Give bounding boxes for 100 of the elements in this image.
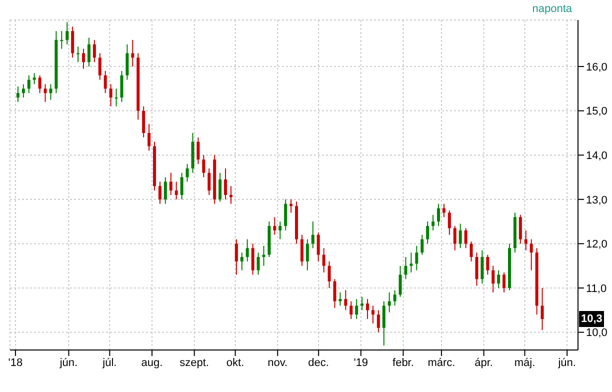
x-tick-label: júl. <box>102 356 117 369</box>
candlestick <box>486 254 490 276</box>
candlestick <box>87 37 90 68</box>
x-tick-label: okt. <box>226 356 244 369</box>
candlestick <box>49 84 52 100</box>
candlestick <box>218 172 222 202</box>
x-tick-label: '18 <box>8 356 23 369</box>
candlestick <box>208 168 211 196</box>
candlestick <box>92 39 96 63</box>
candlestick <box>273 216 276 236</box>
candlestick <box>186 163 189 182</box>
candlestick <box>202 154 206 178</box>
candlestick <box>316 232 320 262</box>
candlestick <box>158 181 162 204</box>
candlestick <box>530 238 533 271</box>
candlestick <box>382 300 386 346</box>
candlestick <box>420 234 424 256</box>
candlestick <box>306 238 309 271</box>
x-tick-label: nov. <box>268 356 288 369</box>
candlestick <box>114 88 118 107</box>
candlestick <box>432 214 435 231</box>
annotation: 10,3 <box>579 310 604 327</box>
x-tick-label: jún. <box>557 356 576 369</box>
x-tick-label: jún. <box>58 356 78 369</box>
candlestick <box>344 290 348 311</box>
x-tick-label: dec. <box>308 356 329 369</box>
y-tick-label: 11,0 <box>586 282 607 295</box>
candlestick <box>393 290 396 306</box>
text: naponta <box>532 3 572 15</box>
candlestick <box>251 243 254 276</box>
x-tick-label: márc. <box>428 356 456 369</box>
candlestick <box>464 228 468 249</box>
candlestick <box>44 84 47 102</box>
candlestick <box>350 300 353 320</box>
y-tick-label: 16,0 <box>586 61 608 74</box>
candlestick <box>442 203 446 218</box>
candlestick <box>398 265 402 298</box>
candlestick <box>410 252 413 273</box>
candlestick <box>109 84 112 107</box>
candlestick <box>328 260 331 288</box>
candlestick <box>71 26 74 58</box>
candlestick <box>16 86 20 102</box>
y-tick-label: 14,0 <box>586 150 608 162</box>
y-tick-label: 10,0 <box>586 327 608 340</box>
candlestick <box>131 39 134 68</box>
candlestick <box>404 256 408 280</box>
candlestick <box>333 278 336 308</box>
candlestick <box>256 252 260 276</box>
candlestick <box>142 106 146 138</box>
candlestick <box>453 225 456 251</box>
candlestick <box>66 22 69 45</box>
candlestick <box>540 287 544 331</box>
candlestick <box>371 305 374 324</box>
candlestick <box>234 238 238 276</box>
candlestick <box>426 221 430 244</box>
candlestick <box>32 72 36 85</box>
candlestick <box>366 298 369 320</box>
candlestick <box>284 198 288 231</box>
candlestick <box>38 74 42 94</box>
candlestick <box>497 270 500 288</box>
candlestick <box>278 221 282 240</box>
candlestick <box>388 292 391 313</box>
candlestick <box>376 310 380 333</box>
candlestick <box>104 70 107 94</box>
candlestick <box>415 245 418 271</box>
candlestick <box>524 230 528 251</box>
x-tick-label: '19 <box>354 356 368 369</box>
x-tick-label: ápr. <box>474 356 493 369</box>
candlestick <box>518 214 522 244</box>
candlestick <box>458 223 462 249</box>
candlestick <box>120 70 124 102</box>
candlestick <box>27 74 30 94</box>
candlestick <box>126 44 129 80</box>
y-tick-label: 12,0 <box>586 238 608 251</box>
y-tick-label: 13,0 <box>586 194 608 206</box>
candlestick <box>98 52 102 80</box>
candlestick <box>76 46 80 63</box>
candlestick <box>180 172 184 200</box>
candlestick <box>475 252 478 286</box>
x-tick-label: szept. <box>180 356 210 369</box>
candlestick <box>82 48 85 70</box>
candlestick <box>224 168 227 200</box>
candlestick <box>169 172 172 196</box>
candlestick <box>300 234 304 266</box>
candlestick <box>246 238 249 262</box>
candlestick <box>148 124 151 152</box>
x-tick-label: febr. <box>392 356 414 369</box>
candlestick <box>470 240 473 262</box>
candlestick <box>22 84 25 98</box>
candlestick <box>502 272 506 293</box>
candlestick <box>492 265 495 293</box>
candlestick <box>60 30 64 50</box>
candlestick <box>355 298 358 320</box>
candlestick <box>164 176 167 204</box>
candlestick <box>480 250 484 284</box>
candlestick <box>174 181 178 200</box>
candlestick <box>240 252 244 271</box>
candlestick <box>448 210 451 236</box>
x-tick-label: máj. <box>514 356 536 369</box>
candlestick <box>196 136 200 164</box>
